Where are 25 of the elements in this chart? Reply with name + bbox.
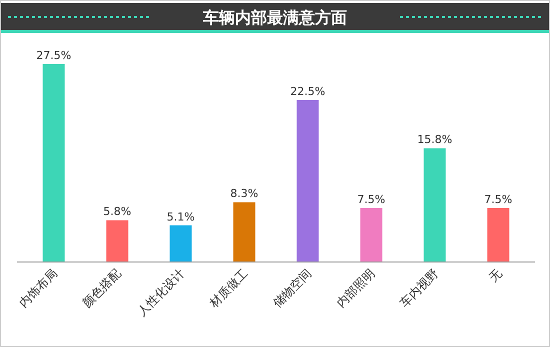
bar: [42, 64, 65, 262]
x-tick-label: 无: [486, 266, 504, 285]
x-tick-label: 人性化设计: [134, 266, 187, 319]
bar: [296, 100, 319, 262]
bar: [106, 220, 128, 262]
data-label: 8.3%: [230, 187, 258, 200]
bar: [424, 148, 446, 262]
data-label: 5.1%: [166, 210, 195, 224]
x-tick-label: 内饰布局: [16, 266, 60, 310]
data-label: 5.8%: [103, 205, 132, 218]
x-tick-label: 材质做工: [206, 266, 250, 311]
data-label: 22.5%: [290, 85, 326, 98]
x-tick-label: 储物空间: [270, 266, 314, 310]
bar: [360, 208, 382, 262]
data-label: 15.8%: [417, 133, 452, 146]
chart-title: 车辆内部最满意方面: [202, 8, 347, 27]
data-label: 27.5%: [36, 49, 72, 62]
x-tick-label: 内部照明: [334, 266, 378, 310]
bar: [233, 202, 256, 262]
bar: [170, 225, 192, 262]
x-tick-label: 颜色搭配: [80, 266, 124, 310]
data-label: 7.5%: [357, 193, 386, 206]
data-label: 7.5%: [484, 193, 512, 206]
bar: [487, 208, 510, 262]
x-tick-label: 车内视野: [397, 266, 441, 310]
